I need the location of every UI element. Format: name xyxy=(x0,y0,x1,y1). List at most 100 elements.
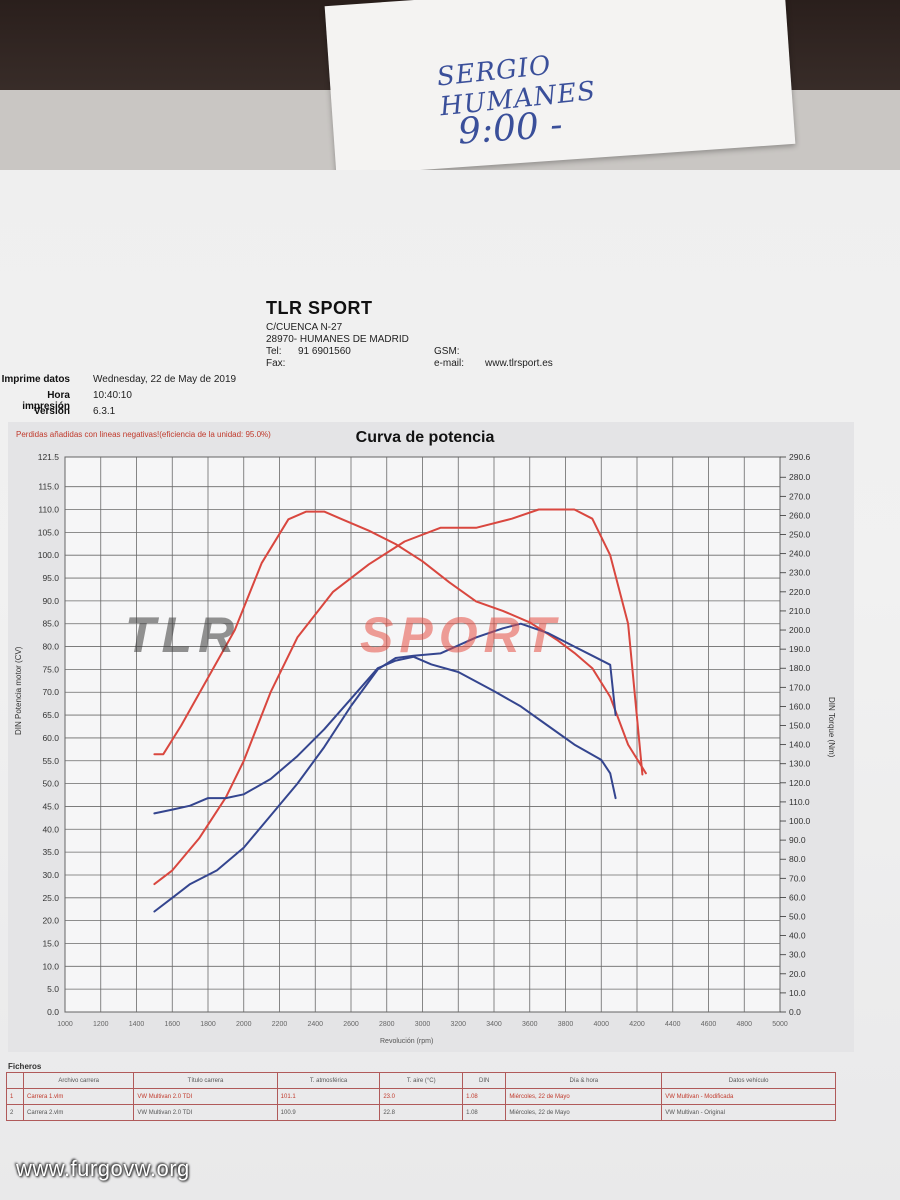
y-tick-label: 115.0 xyxy=(38,482,59,492)
email-value: www.tlrsport.es xyxy=(485,358,553,369)
x-axis-label: Revolución (rpm) xyxy=(380,1038,434,1045)
y2-tick-label: 290.6 xyxy=(789,452,811,462)
chart-title: Curva de potencia xyxy=(355,429,495,446)
x-tick-label: 3800 xyxy=(558,1021,574,1028)
y2-tick-label: 60.0 xyxy=(789,892,806,902)
y2-tick-label: 10.0 xyxy=(789,988,806,998)
series-line-1 xyxy=(153,510,647,775)
table-cell: 101.1 xyxy=(276,1088,381,1105)
y2-tick-label: 230.0 xyxy=(789,568,811,578)
email-label: e-mail: xyxy=(434,358,465,369)
company-title: TLR SPORT xyxy=(266,298,373,318)
y2-tick-label: 210.0 xyxy=(789,606,811,616)
y-tick-label: 0.0 xyxy=(47,1007,59,1017)
y2-tick-label: 90.0 xyxy=(789,835,806,845)
y2-tick-label: 260.0 xyxy=(789,510,811,520)
x-tick-label: 1600 xyxy=(164,1021,180,1028)
y2-tick-label: 270.0 xyxy=(789,491,811,501)
y2-tick-label: 70.0 xyxy=(789,873,806,883)
version-label: Versión xyxy=(33,406,70,417)
table-header: Datos vehículo xyxy=(661,1072,836,1089)
x-tick-label: 3200 xyxy=(450,1021,466,1028)
version-value: 6.3.1 xyxy=(93,406,116,417)
table-cell: VW Multivan - Modificada xyxy=(661,1088,836,1105)
y-tick-label: 85.0 xyxy=(42,619,59,629)
y2-tick-label: 170.0 xyxy=(789,682,811,692)
y-tick-label: 5.0 xyxy=(47,984,59,994)
x-tick-label: 2400 xyxy=(307,1021,323,1028)
y2-tick-label: 40.0 xyxy=(789,931,806,941)
y-tick-label: 95.0 xyxy=(42,573,59,583)
y2-tick-label: 160.0 xyxy=(789,701,811,711)
files-table: Archivo carrera Título carrera T. atmosf… xyxy=(6,1072,836,1121)
y2-tick-label: 140.0 xyxy=(789,740,811,750)
table-row: 2 Carrera 2.vlm VW Multivan 2.0 TDI 100.… xyxy=(6,1104,836,1121)
table-cell: 1.08 xyxy=(462,1104,507,1121)
table-cell: Carrera 2.vlm xyxy=(22,1104,135,1121)
address-line-1: C/CUENCA N-27 xyxy=(266,322,343,333)
y2-tick-label: 0.0 xyxy=(789,1007,801,1017)
y-tick-label: 50.0 xyxy=(42,779,59,789)
fax-label: Fax: xyxy=(266,358,286,369)
y2-tick-label: 220.0 xyxy=(789,587,811,597)
x-tick-label: 1000 xyxy=(57,1021,73,1028)
x-tick-label: 1400 xyxy=(129,1021,145,1028)
y-tick-label: 60.0 xyxy=(42,733,59,743)
table-header: T. aire (°C) xyxy=(379,1072,464,1089)
y2-tick-label: 50.0 xyxy=(789,912,806,922)
table-header: Título carrera xyxy=(133,1072,278,1089)
table-cell: VW Multivan 2.0 TDI xyxy=(133,1104,278,1121)
table-cell: 23.0 xyxy=(379,1088,464,1105)
y-tick-label: 55.0 xyxy=(42,756,59,766)
table-cell: 100.9 xyxy=(276,1104,381,1121)
y-tick-label: 105.0 xyxy=(38,527,60,537)
x-tick-label: 1200 xyxy=(93,1021,109,1028)
print-time-label: Hora impresión xyxy=(22,390,70,412)
series-line-2 xyxy=(153,508,644,886)
y-tick-label: 40.0 xyxy=(42,824,59,834)
watermark-tlr: TLR xyxy=(125,607,241,663)
gsm-label: GSM: xyxy=(434,346,460,357)
y2-tick-label: 100.0 xyxy=(789,816,811,826)
x-tick-label: 2000 xyxy=(236,1021,252,1028)
y-axis-label-torque: DIN Torque (Nm) xyxy=(827,697,836,758)
print-date-value: Wednesday, 22 de May de 2019 xyxy=(93,374,237,385)
y2-tick-label: 250.0 xyxy=(789,530,811,540)
watermark-sport: SPORT xyxy=(360,607,562,663)
tel-value: 91 6901560 xyxy=(298,346,351,357)
y-tick-label: 121.5 xyxy=(38,452,60,462)
y-tick-label: 70.0 xyxy=(42,687,59,697)
x-tick-label: 3400 xyxy=(486,1021,502,1028)
table-cell: 22.8 xyxy=(379,1104,464,1121)
table-row: 1 Carrera 1.vlm VW Multivan 2.0 TDI 101.… xyxy=(6,1088,836,1105)
y-tick-label: 80.0 xyxy=(42,642,59,652)
y-tick-label: 90.0 xyxy=(42,596,59,606)
series-line-4 xyxy=(153,622,617,913)
table-header-row: Archivo carrera Título carrera T. atmosf… xyxy=(6,1072,836,1089)
x-tick-label: 3600 xyxy=(522,1021,538,1028)
company-name: TLR SPORT xyxy=(266,298,373,319)
x-tick-label: 3000 xyxy=(415,1021,431,1028)
y2-tick-label: 190.0 xyxy=(789,644,811,654)
y-tick-label: 100.0 xyxy=(38,550,60,560)
x-tick-label: 5000 xyxy=(772,1021,788,1028)
y2-tick-label: 80.0 xyxy=(789,854,806,864)
y2-tick-label: 110.0 xyxy=(789,797,810,807)
x-tick-label: 4000 xyxy=(593,1021,609,1028)
x-tick-label: 2600 xyxy=(343,1021,359,1028)
y-tick-label: 25.0 xyxy=(42,893,59,903)
x-tick-label: 4600 xyxy=(701,1021,717,1028)
x-tick-label: 2800 xyxy=(379,1021,395,1028)
print-date-label: Imprime datos xyxy=(1,374,70,385)
y-tick-label: 110.0 xyxy=(38,505,59,515)
y2-tick-label: 280.0 xyxy=(789,472,811,482)
files-table-title: Ficheros xyxy=(8,1062,42,1071)
y-tick-label: 75.0 xyxy=(42,664,59,674)
site-watermark: www.furgovw.org xyxy=(16,1156,190,1181)
table-cell: Miércoles, 22 de Mayo xyxy=(505,1104,663,1121)
table-cell: VW Multivan - Original xyxy=(661,1104,836,1121)
table-header: DIN xyxy=(462,1072,507,1089)
y-tick-label: 45.0 xyxy=(42,801,59,811)
address-line-2: 28970- HUMANES DE MADRID xyxy=(266,334,409,345)
